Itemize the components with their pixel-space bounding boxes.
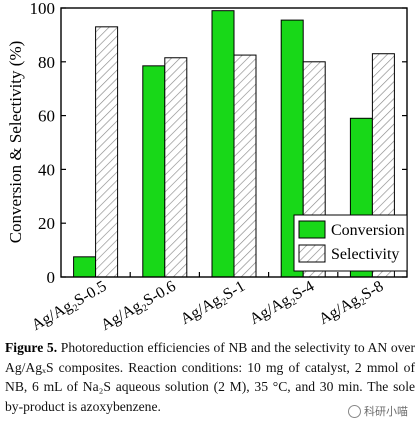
x-tick-label: Ag/Ag₂S-0.6: [98, 278, 179, 334]
figure-caption-label: Figure 5.: [5, 340, 58, 355]
legend-label-selectivity: Selectivity: [331, 246, 399, 263]
y-axis-label: Conversion & Selectivity (%): [6, 41, 25, 244]
bars-layer: [73, 10, 395, 278]
y-tick-label: 60: [38, 107, 55, 126]
y-tick-label: 80: [38, 53, 55, 72]
legend-label-conversion: Conversion: [331, 222, 405, 239]
legend-swatch-conversion: [298, 220, 326, 239]
watermark: 科研小喵: [346, 402, 411, 420]
x-tick-label: Ag/Ag₂S-8: [316, 278, 386, 328]
bar-conversion-1: [73, 256, 97, 278]
y-tick-label: 100: [30, 0, 56, 18]
plot-area-frame: [60, 7, 408, 278]
y-tick-label: 40: [38, 160, 55, 179]
watermark-text: 科研小喵: [364, 405, 408, 418]
bar-selectivity-1: [95, 26, 119, 278]
bar-conversion-2: [142, 65, 166, 278]
y-tick-label: 20: [38, 214, 55, 233]
bar-selectivity-3: [233, 54, 257, 278]
x-tick-label: Ag/Ag₂S-1: [178, 278, 248, 328]
figure-caption: Figure 5. Photoreduction efficiencies of…: [5, 338, 415, 416]
figure-caption-text: Photoreduction efficiencies of NB and th…: [5, 340, 415, 414]
legend-swatch-selectivity: [298, 244, 326, 263]
y-tick-label: 0: [47, 268, 56, 287]
bar-selectivity-2: [164, 57, 188, 278]
bar-conversion-3: [211, 10, 235, 278]
legend: Conversion Selectivity: [293, 214, 408, 272]
x-tick-labels: Ag/Ag₂S-0.5Ag/Ag₂S-0.6Ag/Ag₂S-1Ag/Ag₂S-4…: [29, 278, 386, 334]
x-tick-label: Ag/Ag₂S-4: [247, 278, 317, 328]
x-tick-label: Ag/Ag₂S-0.5: [29, 278, 110, 334]
wechat-icon: [348, 404, 361, 418]
ticks-layer: 0 20 40 60 80 100: [30, 0, 407, 287]
bar-chart: 0 20 40 60 80 100 Conversion & Selectivity (%…: [6, 0, 408, 334]
